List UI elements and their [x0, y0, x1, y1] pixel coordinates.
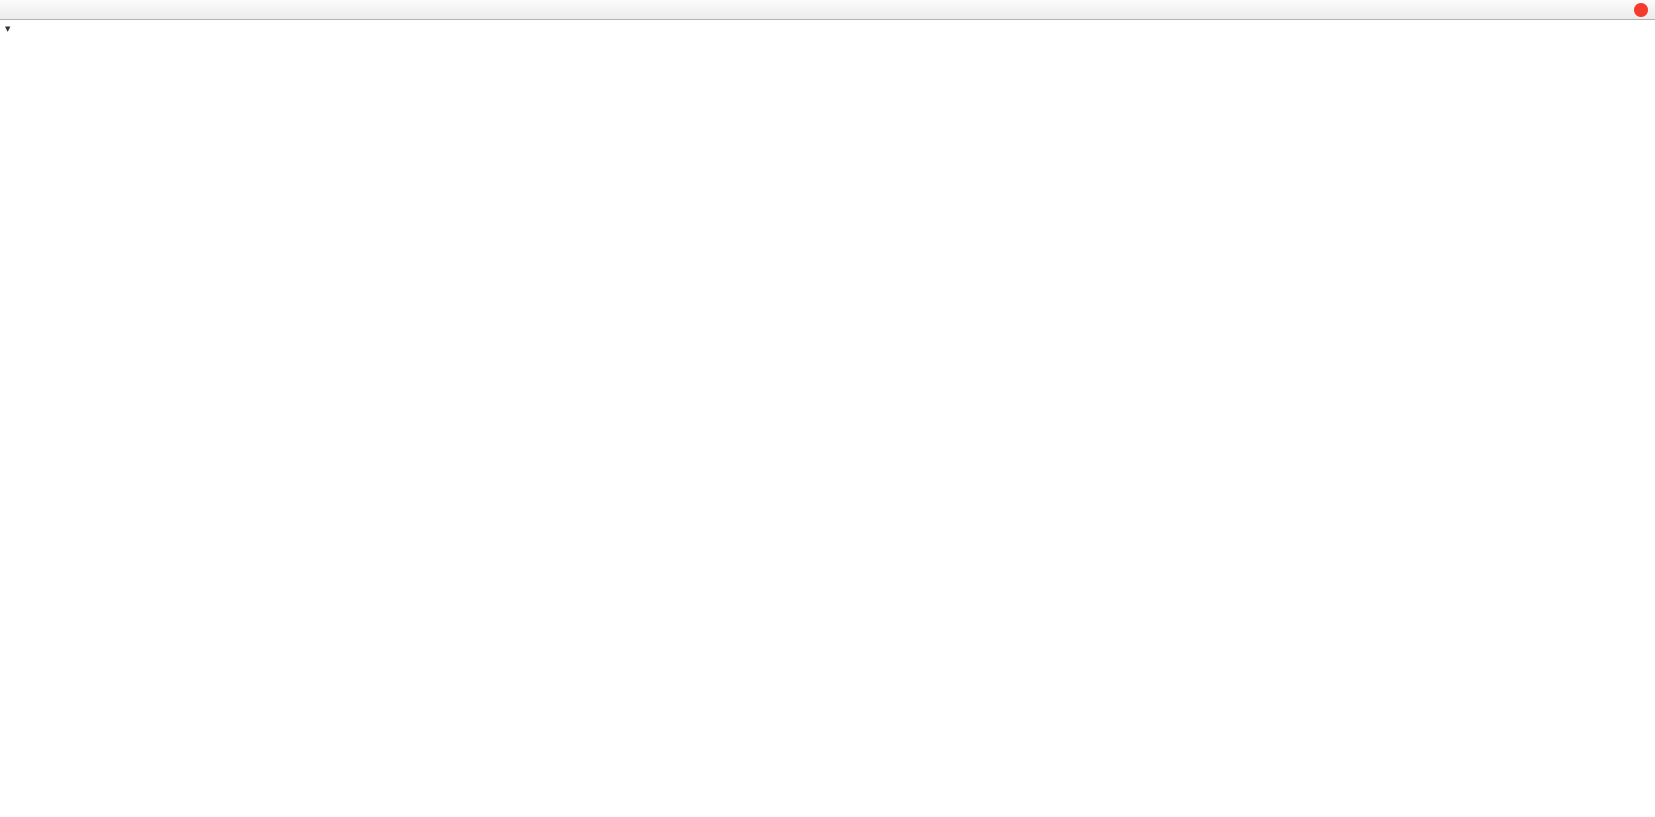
- search-button[interactable]: [1602, 0, 1627, 19]
- toolbar-right: [1602, 0, 1651, 19]
- chart-header: [5, 26, 24, 33]
- toolbar: [0, 0, 1655, 20]
- chart-canvas[interactable]: [0, 21, 1655, 817]
- chart-area: [0, 21, 1655, 817]
- collapse-ohlc-button[interactable]: [5, 26, 10, 33]
- notification-badge[interactable]: [1634, 2, 1648, 17]
